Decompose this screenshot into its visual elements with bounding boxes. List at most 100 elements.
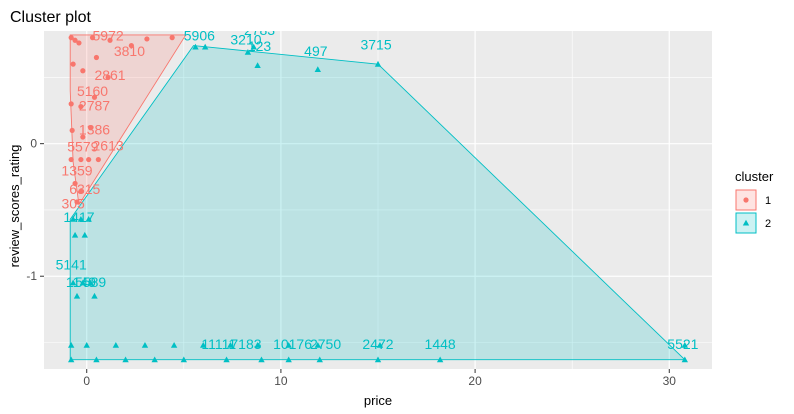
cluster-2-point-label: 5906	[184, 27, 215, 43]
cluster-1-point	[95, 156, 101, 163]
cluster-2-point	[79, 279, 87, 286]
plot-title: Cluster plot	[10, 9, 91, 26]
cluster-2-point	[69, 216, 77, 222]
cluster-2-point	[254, 341, 261, 348]
cluster-2-point	[316, 356, 323, 363]
cluster-2-point	[180, 356, 188, 363]
legend-marker-1	[743, 197, 749, 203]
cluster-2-point-label: 11111	[201, 336, 236, 352]
cluster-1-point	[91, 94, 98, 100]
cluster-2-point	[374, 60, 382, 67]
cluster-2-point	[374, 356, 382, 363]
cluster-2-point	[67, 341, 75, 348]
cluster-2-point	[71, 231, 79, 238]
cluster-2-point	[69, 279, 77, 286]
cluster-2-point	[223, 356, 230, 363]
cluster-2-point	[77, 216, 85, 222]
cluster-1-point	[107, 37, 113, 43]
cluster-2-point	[250, 43, 257, 50]
cluster-2-point	[93, 356, 100, 363]
cluster-1-point	[128, 42, 134, 49]
cluster-1-point	[70, 61, 76, 67]
cluster-1-point	[78, 103, 84, 110]
cluster-1-point	[78, 188, 84, 194]
y-axis-title: review_scores_rating	[7, 145, 22, 268]
cluster-1-point	[88, 125, 94, 131]
x-tick-label: 30	[663, 374, 677, 388]
cluster-1-point-label: 2613	[93, 137, 124, 153]
cluster-2-point	[67, 356, 75, 363]
cluster-2-point	[314, 66, 322, 72]
cluster-2-point-label: 497	[304, 43, 328, 59]
cluster-2-point	[258, 356, 265, 363]
cluster-2-point	[244, 49, 252, 55]
cluster-2-point	[285, 356, 292, 363]
cluster-1-point	[78, 156, 84, 163]
cluster-2-point-label: 2783	[244, 22, 275, 38]
legend-label-1: 1	[765, 195, 771, 207]
cluster-1-point	[105, 74, 111, 80]
cluster-1-point	[93, 54, 100, 61]
cluster-1-point	[80, 68, 86, 74]
cluster-1-point-label: 305	[61, 196, 85, 212]
cluster-2-point	[122, 356, 129, 363]
cluster-2-point-label: 123	[248, 38, 272, 54]
cluster-2-point	[681, 356, 689, 363]
cluster-2-point-label: 5141	[56, 257, 87, 273]
legend-title: cluster	[735, 169, 774, 184]
cluster-1-point	[68, 101, 74, 107]
cluster-2-point-label: 2472	[362, 336, 393, 352]
cluster-2-point	[200, 341, 207, 348]
cluster-2-point-label: 1448	[425, 336, 456, 352]
legend-label-2: 2	[765, 218, 771, 230]
cluster-2-point	[192, 43, 199, 50]
cluster-2-point	[112, 341, 120, 348]
cluster-2-point	[73, 292, 81, 299]
cluster-1-point-label: 2787	[79, 98, 110, 114]
cluster-2-point-label: 1417	[63, 209, 94, 225]
cluster-2-point	[151, 356, 158, 363]
cluster-1-point-label: 2861	[94, 67, 125, 83]
cluster-1-point	[86, 156, 92, 163]
cluster-2-point-label: 3715	[360, 37, 391, 53]
cluster-1-point	[74, 199, 80, 205]
cluster-2-point	[436, 356, 444, 363]
cluster-2-point-label: 1149	[66, 274, 96, 290]
cluster-2-point	[91, 292, 98, 299]
cluster-2-point	[81, 231, 88, 238]
cluster-2-point	[254, 62, 261, 69]
cluster-2-point-label: 3210	[230, 31, 261, 47]
cluster-1-point	[80, 134, 86, 140]
y-tick-label: 0	[30, 137, 37, 151]
cluster-2-point-label: 2750	[310, 336, 341, 352]
cluster-1-point-label: 3810	[114, 43, 145, 59]
cluster-1-point	[169, 35, 175, 41]
x-tick-label: 20	[468, 374, 482, 388]
y-tick-label: -1	[26, 269, 37, 283]
cluster-1-point	[68, 156, 74, 163]
cluster-2-point-label: 5521	[667, 336, 698, 352]
cluster-2-point	[376, 341, 384, 348]
cluster-2-point	[314, 341, 322, 348]
legend: cluster 1 2	[735, 169, 774, 234]
cluster-1-point	[76, 40, 82, 46]
cluster-1-point	[72, 37, 78, 43]
cluster-1-point	[89, 35, 96, 41]
cluster-1-point	[68, 35, 74, 41]
cluster-2-point-label: 10176	[273, 336, 312, 352]
cluster-2-point-label: 7183	[230, 336, 261, 352]
cluster-2-point-label: 5589	[75, 274, 106, 290]
cluster-2-point	[87, 279, 94, 286]
plot-title-group: Cluster plot	[10, 9, 91, 26]
cluster-2-hull	[69, 45, 686, 361]
cluster-1-point-label: 5160	[77, 83, 108, 99]
cluster-1-point	[69, 127, 75, 134]
cluster-2-point	[85, 216, 92, 222]
legend-marker-2	[742, 219, 750, 226]
cluster-1-point-label: 5579	[67, 139, 98, 155]
cluster-2-point	[227, 341, 234, 348]
x-tick-label: 10	[274, 374, 288, 388]
